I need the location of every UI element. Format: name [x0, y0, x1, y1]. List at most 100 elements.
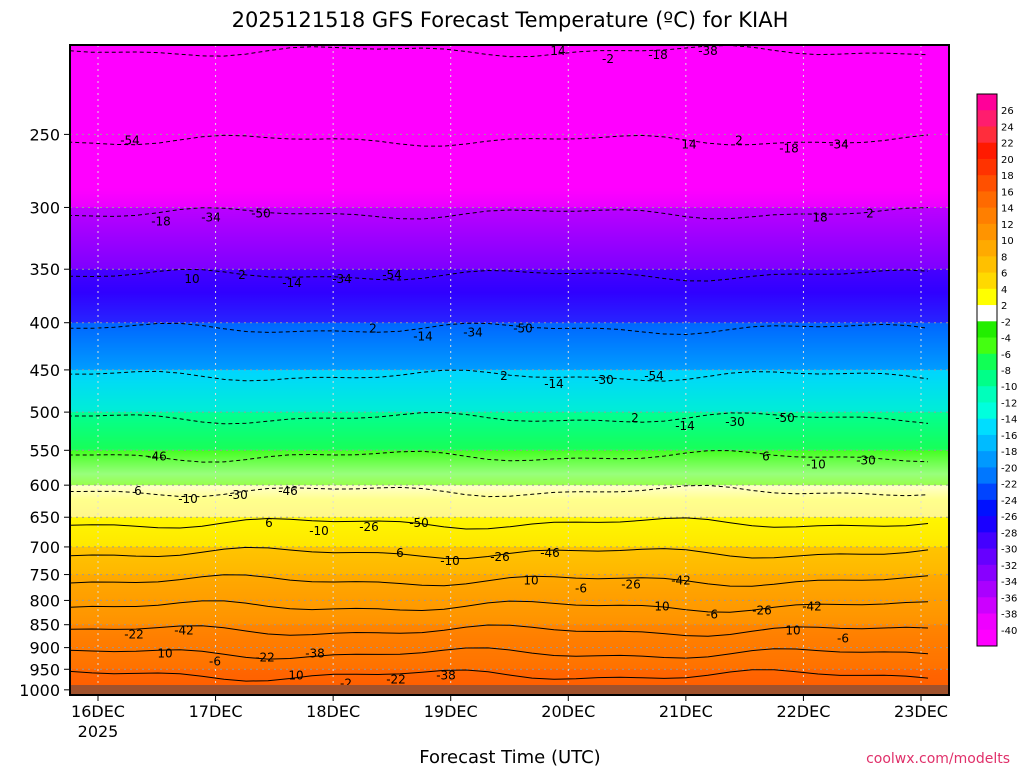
temperature-band — [70, 647, 949, 670]
x-tick-label: 18DEC — [306, 702, 360, 721]
colorbar-tick-label: -28 — [1001, 528, 1017, 539]
colorbar-tick-label: -30 — [1001, 545, 1017, 556]
colorbar-tick-label: 6 — [1001, 269, 1007, 280]
contour-label: -6 — [209, 655, 221, 669]
contour-label: -46 — [147, 449, 167, 463]
colorbar-tick-label: 24 — [1001, 122, 1014, 133]
colorbar-tick-label: -32 — [1001, 561, 1017, 572]
colorbar-tick-label: -2 — [1001, 317, 1011, 328]
colorbar-tick-label: 16 — [1001, 187, 1014, 198]
contour-label: -18 — [648, 48, 668, 62]
colorbar-tick-label: -38 — [1001, 610, 1017, 621]
isotherm-line — [70, 268, 929, 282]
contour-label: -50 — [409, 516, 429, 530]
contour-label: 2 — [500, 369, 508, 383]
contour-label: -34 — [829, 137, 849, 151]
contour-label: -54 — [644, 369, 664, 383]
contour-label: -38 — [698, 44, 718, 58]
colorbar-swatch — [977, 499, 997, 517]
colorbar-swatch — [977, 483, 997, 501]
colorbar-swatch — [977, 629, 997, 647]
contour-label: -10 — [178, 492, 198, 506]
contour-label: 10 — [523, 574, 538, 588]
x-year-label: 2025 — [78, 722, 119, 741]
contour-label: -30 — [594, 373, 614, 387]
temperature-band — [70, 450, 949, 486]
contour-label: 2 — [735, 133, 743, 147]
colorbar-tick-label: 18 — [1001, 171, 1014, 182]
temperature-band — [70, 574, 949, 601]
contour-label: 2 — [866, 206, 874, 220]
temperature-band — [70, 269, 949, 323]
colorbar-swatch — [977, 581, 997, 598]
contour-label: -10 — [806, 457, 826, 471]
y-tick-label: 800 — [29, 591, 60, 610]
colorbar-tick-label: 12 — [1001, 220, 1014, 231]
temperature-band — [70, 207, 949, 270]
contour-label: -14 — [413, 330, 433, 344]
contour-label: -26 — [490, 550, 510, 564]
x-tick-label: 17DEC — [189, 702, 243, 721]
colorbar-swatch — [977, 94, 997, 111]
colorbar-tick-label: -4 — [1001, 334, 1011, 345]
colorbar-swatch — [977, 288, 997, 306]
x-tick-label: 21DEC — [659, 702, 713, 721]
temperature-band — [70, 134, 949, 208]
chart-title: 2025121518 GFS Forecast Temperature (ºC)… — [232, 8, 789, 32]
colorbar-tick-label: -20 — [1001, 463, 1017, 474]
colorbar-swatch — [977, 451, 997, 468]
colorbar-tick-label: -16 — [1001, 431, 1017, 442]
plot-area: -54 -50 -54 -50 -54 -50 -46 -46 -50 -46 -42 -42 -42 -… — [70, 44, 949, 695]
contour-label: -26 — [621, 578, 641, 592]
colorbar-tick-label: -12 — [1001, 398, 1017, 409]
contour-label: -2 — [602, 52, 614, 66]
colorbar-swatch — [977, 386, 997, 403]
isotherm-line — [70, 369, 929, 382]
isotherm-line — [70, 624, 929, 637]
y-tick-label: 850 — [29, 616, 60, 635]
contour-label: -46 — [278, 484, 298, 498]
colorbar-tick-label: -14 — [1001, 415, 1017, 426]
contour-label: -6 — [575, 582, 587, 596]
colorbar-tick-label: -6 — [1001, 350, 1011, 361]
x-axis-label: Forecast Time (UTC) — [419, 747, 600, 768]
y-tick-label: 700 — [29, 538, 60, 557]
contour-label: -54 — [382, 268, 402, 282]
y-tick-label: 750 — [29, 566, 60, 585]
colorbar-swatch — [977, 207, 997, 225]
temperature-band — [70, 322, 949, 370]
contour-label: 10 — [288, 668, 303, 682]
contour-label: -50 — [775, 411, 795, 425]
y-tick-label: 1000 — [19, 681, 60, 700]
colorbar-swatch — [977, 256, 997, 274]
isotherm-line — [70, 517, 929, 530]
x-tick-label: 20DEC — [541, 702, 595, 721]
colorbar-swatch — [977, 564, 997, 582]
colorbar-swatch — [977, 548, 997, 566]
y-tick-label: 600 — [29, 476, 60, 495]
contour-label: 6 — [762, 449, 770, 463]
colorbar-swatch — [977, 305, 997, 322]
y-axis: 250 300 350 400 450 500 550 600 650 700 750 800 850 9… — [19, 125, 70, 700]
colorbar-swatch — [977, 532, 997, 550]
contour-label: 6 — [396, 546, 404, 560]
contour-label: -18 — [151, 214, 171, 228]
contour-label: -42 — [671, 574, 691, 588]
contour-label: -30 — [725, 415, 745, 429]
contour-label: -14 — [282, 276, 302, 290]
colorbar-tick-label: 2 — [1001, 301, 1007, 312]
y-tick-label: 500 — [29, 403, 60, 422]
colorbar-swatch — [977, 613, 997, 631]
contour-label: -38 — [436, 668, 456, 682]
contour-label: -38 — [305, 647, 325, 661]
colorbar-tick-label: 20 — [1001, 155, 1014, 166]
x-tick-label: 16DEC — [71, 702, 125, 721]
colorbar-swatch — [977, 126, 997, 144]
isotherm-line — [70, 322, 929, 336]
temperature-band — [70, 369, 949, 413]
temperature-band — [70, 624, 949, 648]
colorbar-swatch — [977, 353, 997, 371]
temperature-band — [70, 412, 949, 451]
temperature-band — [70, 45, 949, 135]
